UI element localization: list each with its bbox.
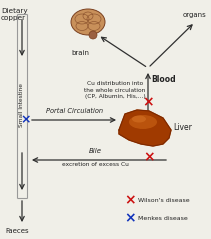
Polygon shape <box>119 110 171 146</box>
Ellipse shape <box>129 115 157 129</box>
Text: Bile: Bile <box>88 148 101 154</box>
Text: ×: × <box>21 114 31 126</box>
Ellipse shape <box>132 115 146 123</box>
Text: Dietary
copper: Dietary copper <box>1 8 28 21</box>
Ellipse shape <box>71 9 105 35</box>
Ellipse shape <box>89 31 97 39</box>
Text: Wilson's disease: Wilson's disease <box>138 197 190 202</box>
Text: Menkes disease: Menkes disease <box>138 216 188 221</box>
Text: organs: organs <box>183 12 207 18</box>
Text: Liver: Liver <box>173 124 192 132</box>
Text: Small Intestine: Small Intestine <box>19 83 24 127</box>
Text: ×: × <box>124 193 136 207</box>
Text: brain: brain <box>71 50 89 56</box>
Text: Blood: Blood <box>151 76 176 85</box>
Text: Cu distribution into
the whole circulation
(CP, Albumin, His,...): Cu distribution into the whole circulati… <box>84 81 146 99</box>
Text: ×: × <box>124 211 136 225</box>
Text: ×: × <box>142 95 154 109</box>
Text: Portal Circulation: Portal Circulation <box>46 108 104 114</box>
Text: Faeces: Faeces <box>5 228 29 234</box>
Text: ×: × <box>143 150 155 164</box>
Text: excretion of excess Cu: excretion of excess Cu <box>62 162 128 167</box>
